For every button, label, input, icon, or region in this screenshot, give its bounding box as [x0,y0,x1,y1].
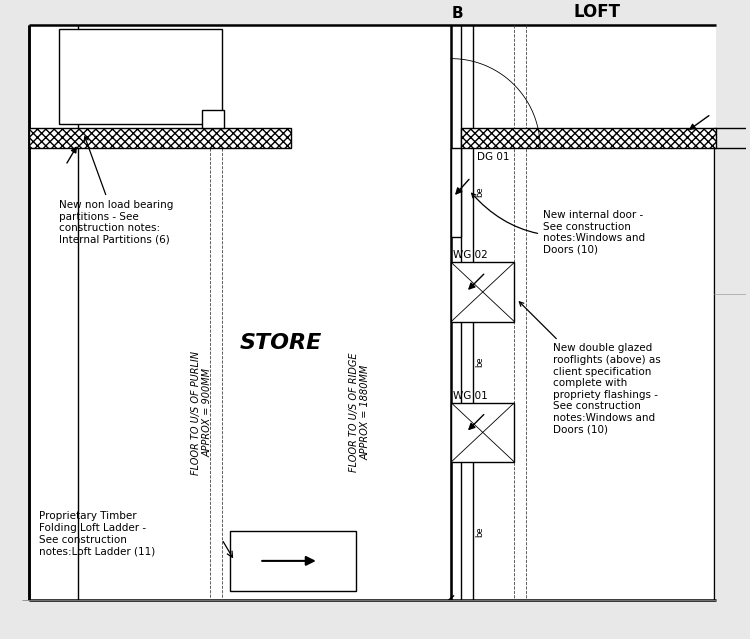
Text: New double glazed
rooflights (above) as
client specification
complete with
propr: New double glazed rooflights (above) as … [519,302,661,435]
Text: B: B [452,6,463,21]
Bar [452,262,514,321]
Bar [452,148,461,236]
Text: New internal door -
See construction
notes:Windows and
Doors (10): New internal door - See construction not… [472,193,645,255]
Text: be: be [475,526,484,537]
Text: be: be [475,187,484,197]
Bar [58,29,222,124]
Text: New non load bearing
partitions - See
construction notes:
Internal Partitions (6: New non load bearing partitions - See co… [58,137,173,245]
Bar [452,403,514,462]
Text: WG 02: WG 02 [453,250,488,260]
Text: WG 01: WG 01 [453,390,488,401]
Bar [461,128,716,148]
Text: DG 01: DG 01 [477,151,509,162]
Text: STORE: STORE [240,334,322,353]
Bar [202,110,223,128]
Text: FLOOR TO U/S OF PURLIN
APPROX = 900MM: FLOOR TO U/S OF PURLIN APPROX = 900MM [191,351,213,475]
Bar [230,531,356,590]
Text: LOFT: LOFT [574,3,621,21]
Bar [29,128,291,148]
Text: be: be [475,357,484,367]
Text: Proprietary Timber
Folding Loft Ladder -
See construction
notes:Loft Ladder (11): Proprietary Timber Folding Loft Ladder -… [39,511,155,557]
Text: FLOOR TO U/S OF RIDGE
APPROX = 1880MM: FLOOR TO U/S OF RIDGE APPROX = 1880MM [350,353,371,472]
